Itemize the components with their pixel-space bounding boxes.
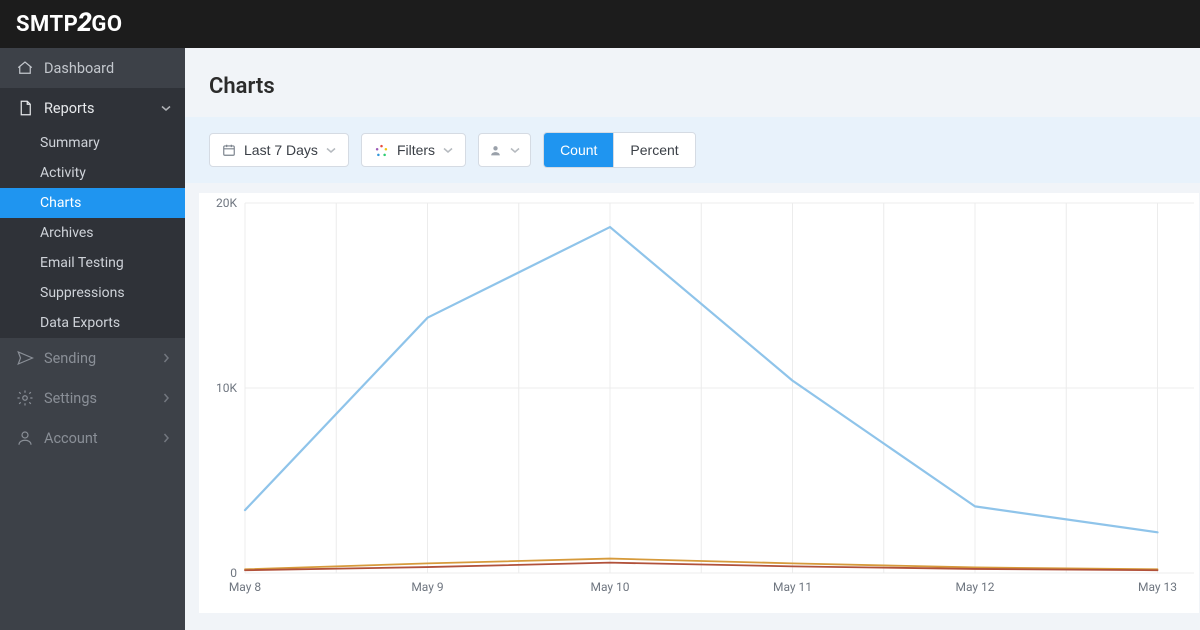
brand-prefix: SMTP	[16, 12, 78, 37]
filters-button[interactable]: Filters	[361, 133, 466, 167]
sidebar-item-suppressions[interactable]: Suppressions	[0, 278, 185, 308]
topbar: SMTP 2 GO	[0, 0, 1200, 48]
svg-text:0: 0	[230, 566, 237, 580]
seg-count-button[interactable]: Count	[544, 133, 613, 167]
brand-logo[interactable]: SMTP 2 GO	[16, 9, 123, 39]
svg-text:20K: 20K	[216, 196, 237, 210]
svg-text:10K: 10K	[216, 381, 237, 395]
svg-text:May 8: May 8	[229, 580, 262, 594]
svg-text:May 10: May 10	[590, 580, 629, 594]
sidebar-item-data-exports[interactable]: Data Exports	[0, 308, 185, 338]
brand-suffix: GO	[91, 12, 122, 37]
nav-settings[interactable]: Settings	[0, 378, 185, 418]
nav-reports-sublist: SummaryActivityChartsArchivesEmail Testi…	[0, 128, 185, 338]
sidebar: Dashboard Reports SummaryActivityChartsA…	[0, 48, 185, 630]
nav-account-label: Account	[44, 430, 98, 447]
document-icon	[16, 99, 34, 117]
page-title: Charts	[185, 66, 1200, 117]
nav-account[interactable]: Account	[0, 418, 185, 458]
svg-text:May 11: May 11	[773, 580, 812, 594]
user-icon	[16, 429, 34, 447]
seg-percent-button[interactable]: Percent	[613, 133, 694, 167]
sidebar-item-charts[interactable]: Charts	[0, 188, 185, 218]
svg-text:May 13: May 13	[1138, 580, 1177, 594]
chevron-right-icon	[161, 350, 171, 367]
brand-mid: 2	[77, 8, 92, 38]
svg-text:May 9: May 9	[411, 580, 443, 594]
chart-container: 0 10K 20K May 8 May 9 May 10 May 11 May 12 May 1…	[185, 183, 1200, 613]
sidebar-item-archives[interactable]: Archives	[0, 218, 185, 248]
filters-icon	[374, 143, 389, 158]
sidebar-item-email-testing[interactable]: Email Testing	[0, 248, 185, 278]
nav-settings-label: Settings	[44, 390, 97, 407]
toolbar: Last 7 Days Filters	[185, 117, 1200, 183]
filters-label: Filters	[397, 142, 435, 158]
chevron-down-icon	[510, 145, 520, 155]
nav-dashboard[interactable]: Dashboard	[0, 48, 185, 88]
chevron-right-icon	[161, 390, 171, 407]
nav-reports[interactable]: Reports	[0, 88, 185, 128]
view-mode-segment: Count Percent	[543, 132, 696, 168]
gear-icon	[16, 389, 34, 407]
user-filter-button[interactable]	[478, 133, 531, 167]
chevron-down-icon	[443, 145, 453, 155]
nav-sending[interactable]: Sending	[0, 338, 185, 378]
nav-reports-label: Reports	[44, 100, 95, 117]
sidebar-item-activity[interactable]: Activity	[0, 158, 185, 188]
chevron-down-icon	[161, 100, 171, 117]
date-range-label: Last 7 Days	[244, 142, 318, 158]
date-range-button[interactable]: Last 7 Days	[209, 133, 349, 167]
calendar-icon	[222, 143, 236, 157]
sidebar-item-summary[interactable]: Summary	[0, 128, 185, 158]
chevron-down-icon	[326, 145, 336, 155]
home-icon	[16, 59, 34, 77]
nav-sending-label: Sending	[44, 350, 96, 367]
main-content: Charts Last 7 Days	[185, 48, 1200, 630]
email-chart: 0 10K 20K May 8 May 9 May 10 May 11 May 12 May 1…	[199, 193, 1199, 613]
send-icon	[16, 349, 34, 367]
nav-dashboard-label: Dashboard	[44, 60, 114, 77]
chevron-right-icon	[161, 430, 171, 447]
user-icon	[489, 144, 502, 157]
svg-text:May 12: May 12	[955, 580, 994, 594]
